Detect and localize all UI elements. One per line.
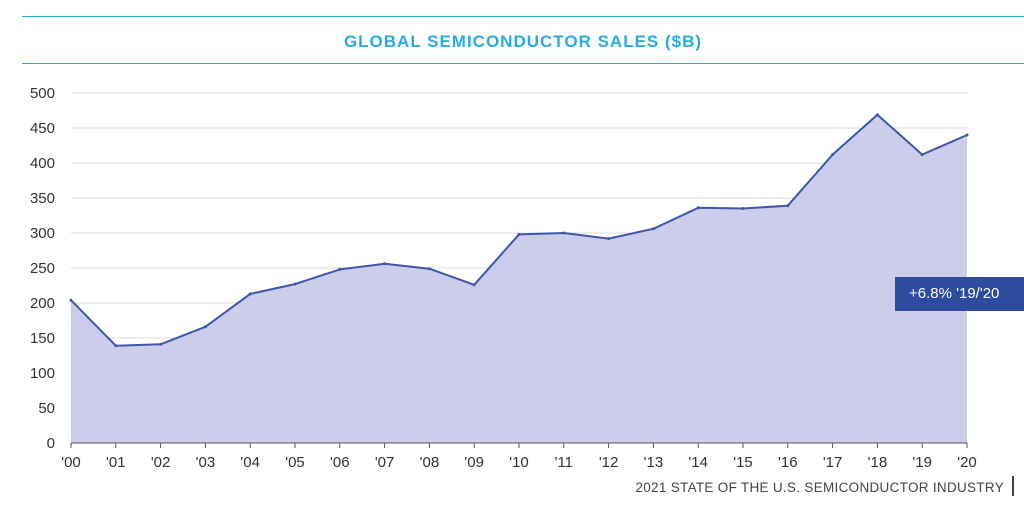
x-tick-label: '02 [151,454,171,471]
data-point [383,262,387,266]
data-point [651,227,655,231]
data-point [203,325,207,329]
data-point [607,237,611,241]
data-point [114,344,118,348]
data-point [831,153,835,157]
y-tick-label: 100 [30,365,55,382]
data-point [427,267,431,271]
x-tick-label: '05 [285,454,305,471]
data-point [741,207,745,210]
data-point [69,298,73,302]
x-tick-label: '20 [957,454,977,471]
y-tick-label: 350 [30,190,55,207]
y-tick-label: 450 [30,120,55,137]
growth-annotation: +6.8% '19/'20 [895,277,1024,311]
x-tick-label: '07 [375,454,395,471]
y-tick-label: 500 [30,85,55,102]
data-point [875,113,879,117]
x-tick-label: '15 [733,454,753,471]
x-tick-label: '18 [868,454,888,471]
series-area [71,114,967,443]
data-point [920,153,924,157]
x-tick-label: '17 [823,454,843,471]
data-point [696,206,700,210]
data-point [517,232,521,236]
data-point [786,204,790,208]
y-tick-label: 50 [38,400,55,417]
data-point [159,342,163,346]
x-tick-label: '11 [555,454,573,471]
x-tick-label: '10 [509,454,529,471]
x-tick-label: '09 [464,454,484,471]
y-tick-label: 0 [47,435,55,452]
x-tick-label: '16 [778,454,798,471]
x-tick-label: '13 [644,454,664,471]
y-tick-label: 150 [30,330,55,347]
x-tick-label: '04 [240,454,260,471]
data-point [472,283,476,287]
data-point [293,282,297,286]
y-tick-label: 400 [30,155,55,172]
x-tick-label: '19 [912,454,932,471]
y-tick-label: 200 [30,295,55,312]
y-tick-label: 250 [30,260,55,277]
x-tick-label: '00 [61,454,81,471]
x-tick-label: '12 [599,454,619,471]
y-tick-label: 300 [30,225,55,242]
top-rule [22,16,1024,17]
x-tick-label: '03 [196,454,216,471]
footer-divider [1012,476,1014,496]
footer-source: 2021 STATE OF THE U.S. SEMICONDUCTOR IND… [635,480,1004,495]
x-tick-label: '14 [688,454,708,471]
x-tick-label: '08 [420,454,440,471]
data-point [338,267,342,271]
chart-title: GLOBAL SEMICONDUCTOR SALES ($B) [343,32,703,51]
data-point [965,133,969,137]
data-point [562,231,566,235]
title-rule [22,63,1024,64]
data-point [248,292,252,296]
x-tick-label: '06 [330,454,350,471]
x-tick-label: '01 [106,454,126,471]
